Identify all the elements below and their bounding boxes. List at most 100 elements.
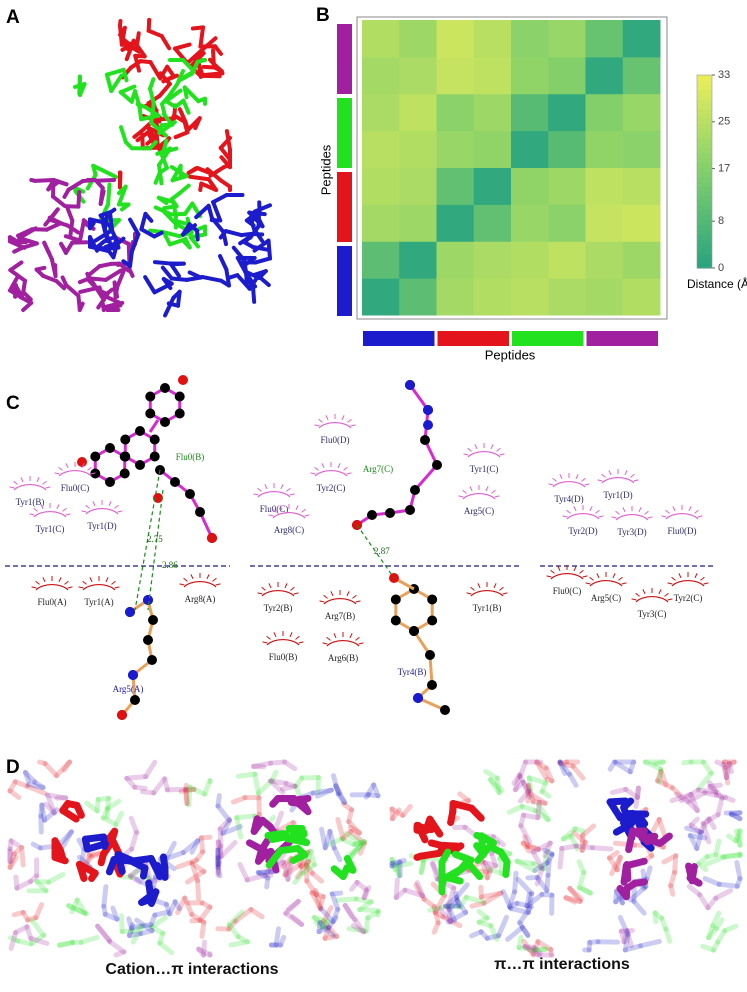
stick: [11, 844, 25, 857]
stick: [196, 946, 213, 958]
stick: [544, 872, 551, 894]
colorbar-step: [697, 229, 712, 235]
hydrophobic-spoke: [268, 514, 274, 517]
stick: [127, 266, 135, 278]
hydrophobic-spoke: [597, 479, 603, 482]
stick: [713, 917, 725, 931]
stick: [116, 184, 128, 207]
stick: [333, 783, 348, 806]
stick: [63, 240, 75, 255]
colorbar-step: [697, 152, 712, 158]
stick: [500, 889, 514, 911]
atom: [423, 420, 433, 430]
hydrophobic-spoke: [688, 506, 692, 512]
hydrophobic-spoke: [343, 466, 348, 471]
stick: [346, 807, 355, 825]
stick: [481, 890, 504, 906]
stick: [418, 823, 436, 833]
stick: [707, 782, 723, 789]
stick: [357, 840, 367, 856]
stick: [223, 229, 244, 238]
hydrophobic-spoke: [463, 453, 469, 456]
stick: [476, 908, 490, 921]
stick: [519, 803, 538, 814]
hydrophobic-spoke: [573, 506, 577, 512]
atom: [367, 510, 377, 520]
panel-label: A: [6, 7, 20, 28]
stick: [343, 855, 357, 874]
stick: [371, 782, 381, 799]
hydrophobic-spoke: [611, 516, 617, 519]
stick: [304, 878, 319, 898]
stick: [7, 838, 14, 852]
stick: [520, 812, 541, 821]
stick: [163, 840, 177, 862]
stick: [285, 859, 295, 882]
stick: [525, 782, 536, 805]
stick: [322, 828, 333, 851]
stick: [445, 885, 457, 910]
stick: [560, 826, 578, 842]
heatmap-cell: [399, 130, 437, 168]
hydrophobic-spoke: [117, 510, 123, 513]
stick: [24, 783, 48, 796]
stick: [232, 907, 254, 924]
stick: [102, 293, 121, 305]
stick: [478, 890, 504, 900]
hydrophobic-arc: [33, 510, 67, 518]
hydrophobic-spoke: [284, 583, 288, 589]
heatmap-cell: [399, 204, 437, 242]
residue-label: Tyr1(D): [87, 521, 116, 531]
stick: [621, 928, 630, 945]
stick: [340, 828, 354, 841]
stick: [414, 880, 426, 899]
hydrophobic-spoke: [40, 504, 44, 510]
heatmap-cell: [585, 130, 624, 168]
stick: [7, 854, 19, 870]
stick: [49, 257, 58, 279]
hydrophobic-spoke: [700, 576, 705, 581]
hydrophobic-arc: [467, 450, 501, 458]
hydrophobic-spoke: [582, 575, 588, 578]
hydrophobic-spoke: [658, 589, 662, 595]
heatmap-cell: [436, 167, 475, 205]
peptide-bar: [337, 24, 352, 94]
stick: [221, 229, 229, 247]
stick: [38, 802, 45, 819]
stick: [189, 838, 201, 855]
heatmap-cell: [473, 241, 512, 279]
stick: [483, 769, 500, 781]
stick: [251, 760, 274, 769]
stick: [505, 925, 525, 942]
stick: [557, 759, 573, 777]
hydrophobic-spoke: [575, 474, 579, 480]
stick: [668, 883, 676, 897]
stick: [54, 278, 67, 291]
stick: [119, 202, 131, 212]
stick: [478, 884, 484, 900]
stick: [29, 917, 47, 938]
stick: [124, 774, 149, 781]
residue-label: Arg7(C): [363, 464, 393, 474]
stick: [706, 925, 719, 941]
stick: [514, 858, 536, 867]
stick: [520, 779, 533, 800]
stick: [722, 765, 731, 786]
stick: [226, 922, 241, 940]
hydrophobic-arc: [601, 476, 635, 484]
stick: [652, 759, 666, 767]
panel-label: D: [6, 757, 20, 778]
stick: [469, 929, 484, 939]
stick: [534, 874, 550, 894]
stick: [589, 845, 614, 852]
stick: [182, 895, 195, 917]
stick: [700, 943, 717, 953]
stick: [427, 839, 454, 852]
hydrophobic-arc: [85, 507, 119, 515]
stick: [361, 887, 369, 901]
stick: [705, 895, 719, 911]
heatmap-cell: [622, 20, 661, 58]
hydrophobic-spoke: [330, 591, 334, 597]
stick: [278, 934, 287, 948]
stick: [17, 226, 38, 240]
